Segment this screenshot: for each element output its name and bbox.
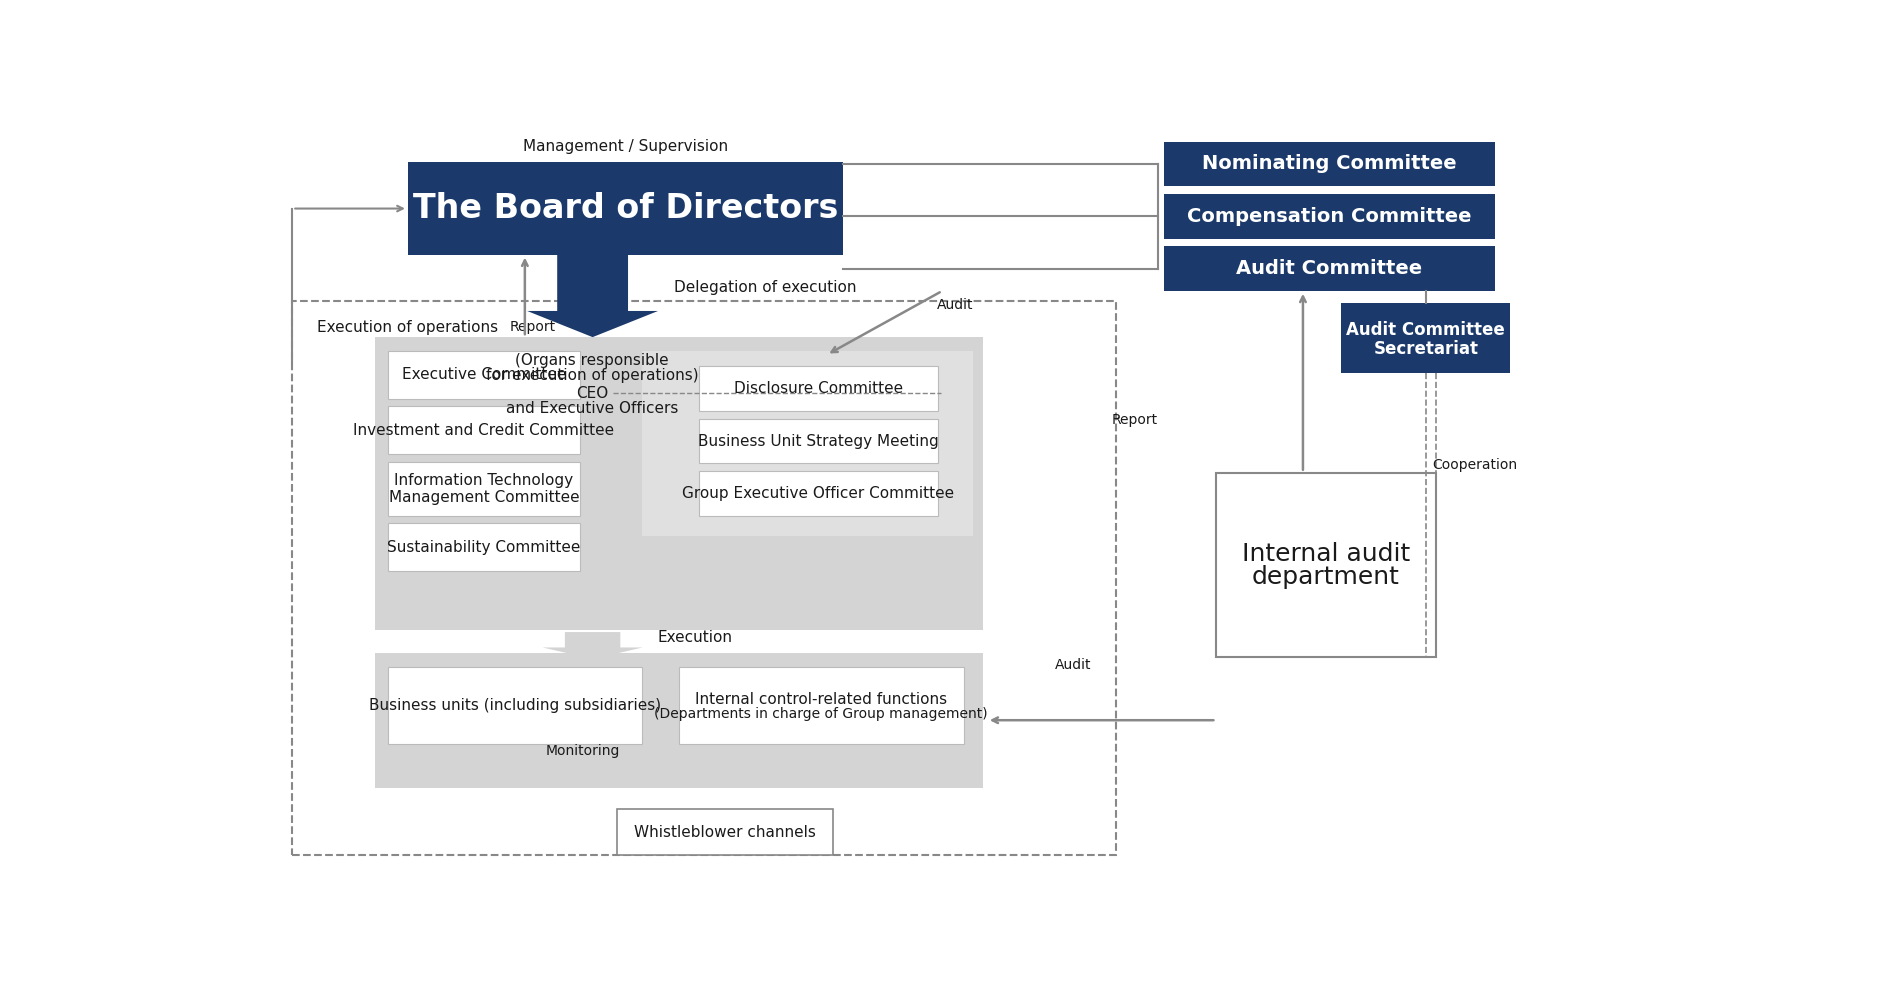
Text: Report: Report — [1112, 413, 1157, 427]
Text: Cooperation: Cooperation — [1432, 458, 1517, 472]
Bar — [388, 351, 580, 399]
Text: Information Technology
Management Committee: Information Technology Management Commit… — [390, 473, 580, 505]
Text: Disclosure Committee: Disclosure Committee — [734, 381, 903, 396]
Text: Report: Report — [510, 320, 555, 334]
Text: Secretariat: Secretariat — [1374, 340, 1477, 358]
Bar — [1216, 473, 1436, 657]
Text: (Departments in charge of Group management): (Departments in charge of Group manageme… — [655, 707, 988, 721]
Text: Internal control-related functions: Internal control-related functions — [694, 692, 947, 707]
Text: Audit: Audit — [1054, 658, 1092, 672]
Text: (Organs responsible: (Organs responsible — [516, 353, 668, 368]
Text: Sustainability Committee: Sustainability Committee — [388, 540, 582, 555]
Text: Business units (including subsidiaries): Business units (including subsidiaries) — [369, 698, 661, 713]
Text: Business Unit Strategy Meeting: Business Unit Strategy Meeting — [698, 434, 939, 449]
Text: Audit Committee: Audit Committee — [1346, 321, 1506, 339]
Text: Execution of operations: Execution of operations — [316, 320, 499, 335]
Text: Monitoring: Monitoring — [546, 744, 619, 758]
Bar — [408, 162, 843, 255]
Polygon shape — [542, 632, 642, 659]
Bar — [375, 653, 982, 788]
Text: Audit: Audit — [937, 298, 973, 312]
Bar — [698, 471, 937, 516]
Bar — [388, 406, 580, 454]
Bar — [1342, 303, 1511, 373]
Bar — [388, 667, 642, 744]
Text: Group Executive Officer Committee: Group Executive Officer Committee — [681, 486, 954, 501]
Bar — [1163, 194, 1494, 239]
Text: Management / Supervision: Management / Supervision — [523, 139, 728, 154]
Text: Whistleblower channels: Whistleblower channels — [634, 825, 817, 840]
Bar — [617, 809, 834, 855]
Bar — [388, 462, 580, 516]
Text: Internal audit: Internal audit — [1242, 542, 1410, 566]
Bar — [698, 419, 937, 463]
Bar — [292, 301, 1116, 855]
Text: Investment and Credit Committee: Investment and Credit Committee — [354, 423, 615, 438]
Text: Execution: Execution — [657, 630, 732, 645]
Bar — [642, 351, 973, 536]
Text: and Executive Officers: and Executive Officers — [506, 401, 678, 416]
Text: Executive Committee: Executive Committee — [403, 367, 566, 382]
Text: Nominating Committee: Nominating Committee — [1203, 154, 1457, 173]
Bar — [679, 667, 964, 744]
Text: Audit Committee: Audit Committee — [1236, 259, 1423, 278]
Text: Compensation Committee: Compensation Committee — [1188, 207, 1472, 226]
Text: for execution of operations): for execution of operations) — [486, 368, 698, 383]
Bar — [388, 523, 580, 571]
Text: Delegation of execution: Delegation of execution — [674, 280, 856, 295]
Text: The Board of Directors: The Board of Directors — [412, 192, 837, 225]
Bar — [698, 366, 937, 411]
Text: department: department — [1252, 565, 1400, 589]
Polygon shape — [642, 674, 679, 736]
Bar — [1163, 246, 1494, 291]
Bar — [1163, 142, 1494, 186]
Bar — [375, 337, 982, 630]
Text: CEO: CEO — [576, 386, 608, 401]
Polygon shape — [527, 255, 659, 337]
